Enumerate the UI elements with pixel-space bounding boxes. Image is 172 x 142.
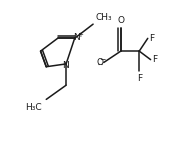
Text: −: − (99, 55, 106, 64)
Text: F: F (137, 74, 142, 83)
Text: O: O (96, 58, 103, 67)
Text: F: F (152, 55, 157, 64)
Text: O: O (117, 16, 124, 25)
Text: N: N (62, 60, 69, 70)
Text: +: + (77, 32, 83, 38)
Text: H₃C: H₃C (25, 103, 42, 112)
Text: N: N (73, 33, 80, 42)
Text: CH₃: CH₃ (95, 13, 112, 22)
Text: F: F (149, 34, 154, 43)
